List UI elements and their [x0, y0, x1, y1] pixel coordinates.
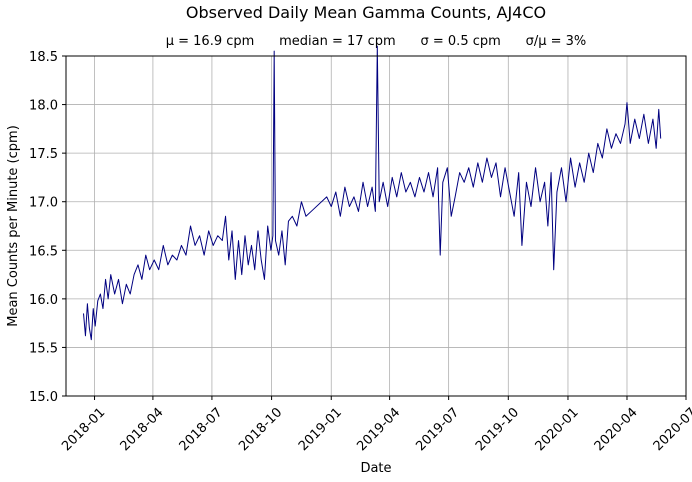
y-tick-label: 18.0: [29, 99, 58, 114]
series-line: [83, 45, 662, 341]
x-tick-label: 2020-01: [533, 405, 582, 454]
x-tick-label: 2019-10: [473, 405, 522, 454]
gridlines: [66, 55, 687, 397]
y-tick-label: 16.5: [29, 244, 58, 259]
y-tick-label: 17.5: [29, 147, 58, 162]
chart-subtitle: μ = 16.9 cpm median = 17 cpm σ = 0.5 cpm…: [166, 34, 587, 49]
chart-title: Observed Daily Mean Gamma Counts, AJ4CO: [186, 3, 546, 22]
y-tick-label: 15.0: [29, 390, 58, 405]
y-axis-label: Mean Counts per Minute (cpm): [6, 125, 21, 327]
y-tick-label: 16.0: [29, 293, 58, 308]
x-tick-label: 2018-01: [59, 405, 108, 454]
x-axis-label: Date: [360, 461, 391, 476]
x-tick-label: 2019-04: [354, 405, 403, 454]
x-tick-label: 2019-01: [296, 405, 345, 454]
x-axis: 2018-01 2018-04 2018-07 2018-10 2019-01 2019-…: [59, 396, 692, 454]
y-tick-label: 15.5: [29, 341, 58, 356]
x-tick-label: 2018-07: [177, 405, 226, 454]
x-tick-label: 2020-07: [651, 405, 692, 454]
y-tick-label: 17.0: [29, 196, 58, 211]
x-tick-label: 2018-10: [236, 405, 285, 454]
x-tick-label: 2019-07: [413, 405, 462, 454]
y-tick-label: 18.5: [29, 50, 58, 65]
x-tick-label: 2020-04: [592, 405, 641, 454]
x-tick-label: 2018-04: [118, 405, 167, 454]
series-layer: [83, 45, 662, 341]
y-axis: 15.0 15.5 16.0 16.5 17.0 17.5 18.0 18.5: [29, 50, 66, 405]
plot-frame: [65, 55, 687, 397]
